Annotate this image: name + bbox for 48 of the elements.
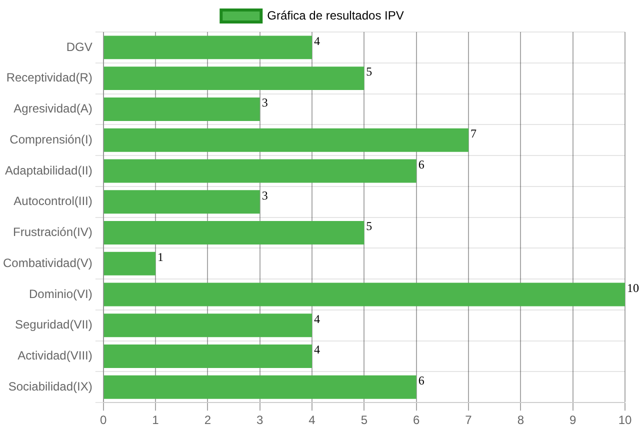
- x-tick-label: 1: [152, 413, 160, 428]
- x-tick-label: 10: [618, 413, 632, 428]
- y-tick-label: Frustración(IV): [13, 225, 92, 240]
- bar: [104, 252, 156, 276]
- data-label: 4: [314, 312, 320, 326]
- bar: [104, 66, 364, 90]
- bar: [104, 97, 260, 121]
- y-tick-label: Comprensión(I): [10, 132, 92, 146]
- data-label: 4: [314, 342, 320, 357]
- data-label: 4: [314, 34, 320, 48]
- y-tick-label: Adaptabilidad(II): [4, 163, 92, 178]
- data-label: 3: [262, 96, 268, 110]
- x-tick-label: 2: [204, 413, 212, 428]
- y-tick-label: Autocontrol(III): [14, 194, 92, 208]
- bar: [104, 282, 625, 306]
- x-tick-label: 5: [360, 413, 368, 428]
- bar: [104, 159, 416, 183]
- x-tick-label: 6: [413, 413, 420, 428]
- bar: [104, 36, 312, 60]
- bar: [104, 190, 260, 214]
- data-label: 6: [418, 374, 424, 388]
- data-label: 7: [470, 126, 477, 141]
- x-tick-label: 3: [256, 413, 264, 428]
- data-label: 1: [158, 250, 164, 264]
- y-tick-label: Dominio(VI): [29, 286, 92, 301]
- y-tick-label: Seguridad(VII): [14, 318, 92, 332]
- data-label: 5: [366, 64, 372, 79]
- bar: [104, 314, 312, 338]
- y-tick-label: Agresividad(A): [14, 102, 92, 116]
- y-tick-label: DGV: [66, 40, 92, 54]
- data-label: 5: [366, 219, 372, 234]
- data-label: 10: [627, 280, 639, 295]
- x-tick-label: 4: [308, 413, 316, 428]
- x-tick-label: 0: [100, 413, 108, 428]
- x-tick-label: 9: [569, 413, 576, 428]
- y-tick-label: Sociabilidad(IX): [8, 379, 92, 394]
- x-tick-label: 7: [465, 413, 472, 428]
- bar: [104, 375, 416, 399]
- bar: [104, 128, 469, 152]
- data-label: 3: [262, 188, 268, 202]
- bar: [104, 344, 312, 368]
- legend-label: Gráfica de resultados IPV: [267, 8, 404, 22]
- y-tick-label: Combatividad(V): [2, 256, 92, 270]
- data-label: 6: [418, 157, 424, 172]
- y-tick-label: Actividad(VIII): [18, 348, 92, 363]
- bar: [104, 221, 364, 244]
- y-tick-label: Receptividad(R): [6, 70, 92, 85]
- x-tick-label: 8: [517, 413, 524, 428]
